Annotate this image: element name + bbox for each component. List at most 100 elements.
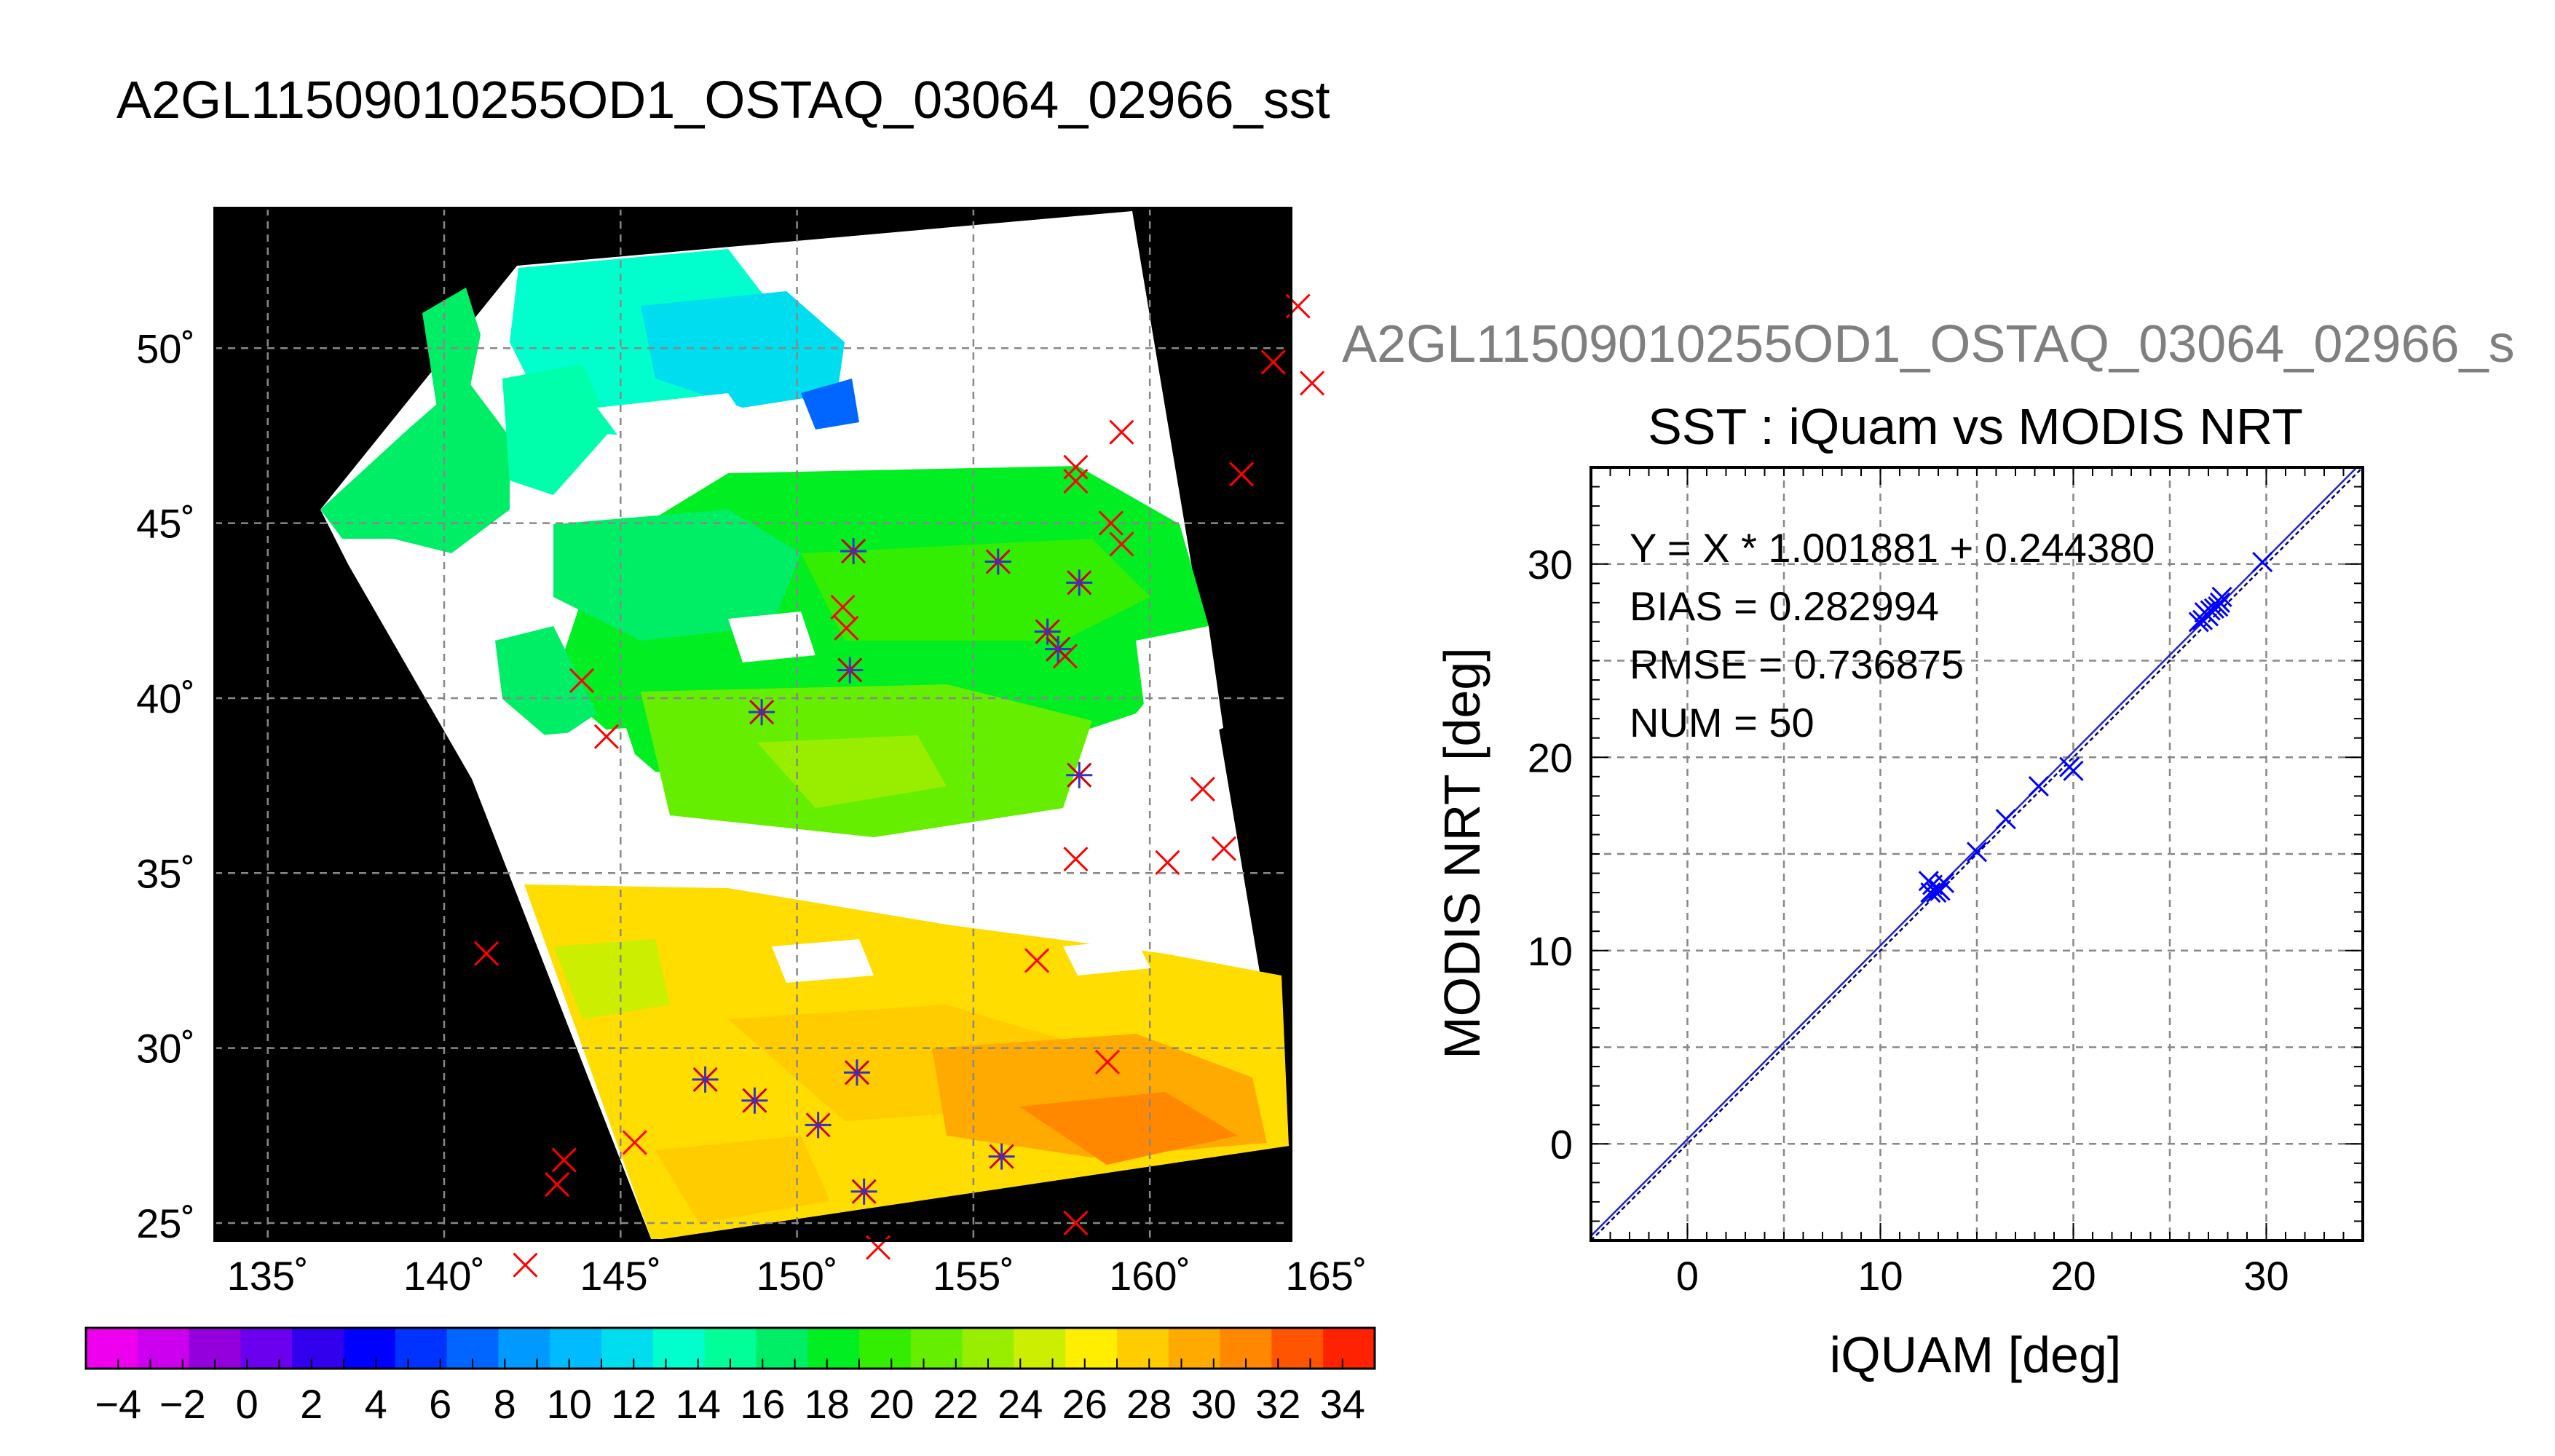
scatter-point bbox=[2252, 552, 2273, 573]
map-lat-tick-label: 25˚ bbox=[136, 1200, 195, 1246]
scatter-point bbox=[1930, 880, 1951, 901]
map-frame bbox=[213, 207, 1292, 1242]
colorbar-tick-label: 18 bbox=[805, 1381, 850, 1427]
colorbar-tick-label: −2 bbox=[159, 1381, 206, 1427]
map-lon-tick-label: 145˚ bbox=[580, 1253, 661, 1299]
scatter-gridlines bbox=[1591, 467, 2363, 1241]
scatter-title: SST : iQuam vs MODIS NRT bbox=[1648, 398, 2303, 455]
colorbar-swatch bbox=[910, 1328, 963, 1369]
scatter-frame bbox=[1590, 466, 2364, 1242]
colorbar-swatch bbox=[1168, 1328, 1221, 1369]
colorbar-swatch bbox=[292, 1328, 344, 1369]
scatter-panel bbox=[1590, 466, 2364, 1242]
colorbar-swatch bbox=[807, 1328, 860, 1369]
red-x-marker bbox=[1260, 349, 1286, 375]
map-panel bbox=[213, 207, 1325, 1278]
colorbar-swatch bbox=[859, 1328, 912, 1369]
map-lon-tick-label: 135˚ bbox=[227, 1253, 309, 1299]
scatter-x-tick-label: 20 bbox=[2050, 1253, 2096, 1299]
colorbar bbox=[84, 1326, 1376, 1370]
red-x-marker bbox=[1063, 1210, 1089, 1236]
map-gridlines bbox=[215, 208, 1291, 1241]
map-lat-tick-label: 45˚ bbox=[136, 501, 195, 547]
colorbar-tick-label: 0 bbox=[236, 1381, 258, 1427]
map-lat-tick-label: 30˚ bbox=[136, 1026, 195, 1072]
matched-star-marker bbox=[805, 1112, 832, 1139]
scatter-points bbox=[1918, 552, 2273, 903]
red-x-marker bbox=[1094, 1049, 1121, 1075]
stats-rmse: RMSE = 0.736875 bbox=[1630, 641, 1964, 687]
colorbar-tick-label: 4 bbox=[365, 1381, 387, 1427]
red-x-marker bbox=[622, 1130, 647, 1155]
red-x-marker bbox=[1109, 531, 1134, 557]
colorbar-swatch bbox=[498, 1328, 550, 1369]
scatter-fit-lines bbox=[1590, 467, 2364, 1241]
scatter-point bbox=[2209, 592, 2230, 613]
red-x-marker bbox=[1211, 836, 1236, 861]
matched-star-marker bbox=[1066, 761, 1093, 788]
scatter-point bbox=[2194, 602, 2215, 623]
matched-star-marker bbox=[1066, 569, 1093, 596]
colorbar-tick-label: 22 bbox=[933, 1381, 979, 1427]
red-x-marker bbox=[1063, 468, 1089, 494]
red-x-marker bbox=[1190, 776, 1215, 802]
scatter-point bbox=[2028, 776, 2049, 797]
red-x-marker bbox=[551, 1147, 577, 1173]
map-lat-labels: 25˚ 30˚ 35˚ 40˚ 45˚ 50˚ bbox=[136, 325, 195, 1246]
scatter-point bbox=[1995, 809, 2016, 830]
colorbar-tick-label: 6 bbox=[429, 1381, 451, 1427]
colorbar-tick-labels: −4 −2 0 2 4 6 8 10 12 14 16 18 20 22 24 26 28 30 32 34 bbox=[95, 1381, 1365, 1427]
colorbar-tick-label: 12 bbox=[611, 1381, 656, 1427]
red-x-marker bbox=[1109, 419, 1134, 445]
scatter-point bbox=[2192, 609, 2214, 630]
scatter-y-axis-label: MODIS NRT [deg] bbox=[1434, 647, 1490, 1059]
map-lat-tick-label: 40˚ bbox=[136, 676, 195, 721]
matched-star-marker bbox=[984, 548, 1011, 575]
scatter-point bbox=[2200, 600, 2221, 621]
matched-star-marker bbox=[843, 1059, 870, 1086]
red-x-marker bbox=[1300, 371, 1325, 396]
colorbar-tick-label: 20 bbox=[869, 1381, 914, 1427]
cloud-streaks bbox=[539, 393, 1223, 983]
red-x-marker bbox=[834, 615, 859, 641]
colorbar-swatch bbox=[1117, 1328, 1169, 1369]
matched-star-marker bbox=[749, 699, 775, 726]
scatter-point bbox=[2059, 756, 2080, 778]
matched-star-marker bbox=[1045, 636, 1072, 662]
colorbar-swatch bbox=[1014, 1328, 1066, 1369]
red-x-marker bbox=[474, 941, 499, 966]
matched-star-marker bbox=[988, 1143, 1015, 1170]
red-x-marker bbox=[1063, 847, 1089, 872]
identity-line bbox=[1590, 467, 2364, 1241]
red-x-marker bbox=[569, 668, 595, 693]
stats-fit: Y = X * 1.001881 + 0.244380 bbox=[1630, 525, 2155, 571]
map-lon-tick-label: 140˚ bbox=[403, 1253, 485, 1299]
scatter-y-tick-label: 0 bbox=[1550, 1121, 1573, 1167]
colorbar-tick-label: 24 bbox=[998, 1381, 1043, 1427]
scatter-y-tick-label: 10 bbox=[1528, 928, 1573, 974]
colorbar-swatch bbox=[652, 1328, 706, 1369]
colorbar-tick-label: 10 bbox=[547, 1381, 592, 1427]
colorbar-swatch bbox=[344, 1328, 396, 1369]
red-x-marker bbox=[593, 724, 619, 749]
stats-bias: BIAS = 0.282994 bbox=[1630, 583, 1939, 629]
red-x-marker bbox=[830, 594, 856, 620]
red-x-marker bbox=[513, 1252, 538, 1278]
colorbar-tick-label: 26 bbox=[1062, 1381, 1107, 1427]
red-x-marker bbox=[1229, 462, 1255, 487]
colorbar-swatch bbox=[86, 1328, 138, 1369]
colorbar-swatch bbox=[756, 1328, 808, 1369]
scatter-x-axis-label: iQUAM [deg] bbox=[1830, 1326, 2122, 1383]
colorbar-swatch bbox=[395, 1328, 448, 1369]
colorbar-swatch bbox=[550, 1328, 602, 1369]
colorbar-tick-label: 16 bbox=[740, 1381, 785, 1427]
colorbar-swatch bbox=[240, 1328, 293, 1369]
colorbar-swatch bbox=[137, 1328, 190, 1369]
matched-star-marker bbox=[850, 1178, 877, 1205]
map-markers bbox=[474, 293, 1325, 1278]
red-x-marker bbox=[1024, 948, 1050, 973]
scatter-y-tick-label: 30 bbox=[1528, 542, 1573, 587]
matched-star-marker bbox=[741, 1087, 768, 1114]
regression-line bbox=[1590, 467, 2358, 1237]
